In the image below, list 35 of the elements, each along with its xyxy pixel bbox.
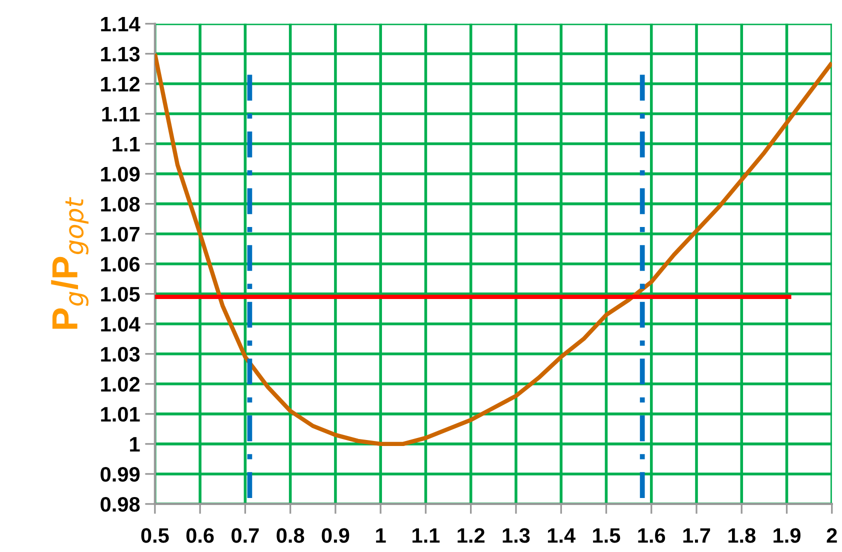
y-axis-title: P$_{g}$/P$_{gopt}$ xyxy=(51,197,88,329)
y-tick-label: 0.99 xyxy=(100,466,140,482)
y-tick-label: 1.13 xyxy=(101,46,140,62)
x-tick-label: 1.6 xyxy=(638,528,666,543)
line-series xyxy=(154,52,832,446)
y-tick-label: 1 xyxy=(130,437,140,452)
x-tick-label: 2 xyxy=(826,528,837,543)
x-tick-label: 0.5 xyxy=(141,528,169,543)
x-tick-label: 1.7 xyxy=(683,528,710,543)
y-tick-label: 1.08 xyxy=(101,196,140,212)
y-tick-label: 1.04 xyxy=(101,316,140,332)
x-tick-label: 0.7 xyxy=(232,528,259,543)
y-tick-label: 1.02 xyxy=(101,376,140,392)
x-tick-label: 1.9 xyxy=(774,528,800,543)
y-tick-label: 1.07 xyxy=(101,226,140,242)
y-tick-label: 1.11 xyxy=(102,106,140,122)
x-tick-label: 1.3 xyxy=(502,528,530,543)
x-tick-label: 0.9 xyxy=(322,528,350,543)
x-tick-label: 1.1 xyxy=(412,528,440,543)
y-tick-label: 1.14 xyxy=(101,16,140,32)
y-tick-label: 1.03 xyxy=(101,346,140,362)
x-tick-label: 1.4 xyxy=(548,528,576,543)
x-tick-label: 0.6 xyxy=(186,528,214,543)
y-tick-label: 1.12 xyxy=(101,76,140,92)
y-tick-label: 0.98 xyxy=(100,496,140,512)
y-tick-label: 1.01 xyxy=(101,406,140,422)
y-tick-label: 1.1 xyxy=(112,137,140,152)
x-tick-label: 1 xyxy=(376,528,386,543)
x-tick-label: 1.5 xyxy=(593,528,620,543)
y-tick-label: 1.06 xyxy=(101,256,140,272)
y-tick-label: 1.09 xyxy=(101,166,140,182)
x-tick-label: 1.8 xyxy=(728,528,756,543)
x-tick-label: 1.2 xyxy=(458,528,484,543)
y-tick-label: 1.05 xyxy=(101,286,140,302)
x-tick-label: 0.8 xyxy=(276,528,304,543)
